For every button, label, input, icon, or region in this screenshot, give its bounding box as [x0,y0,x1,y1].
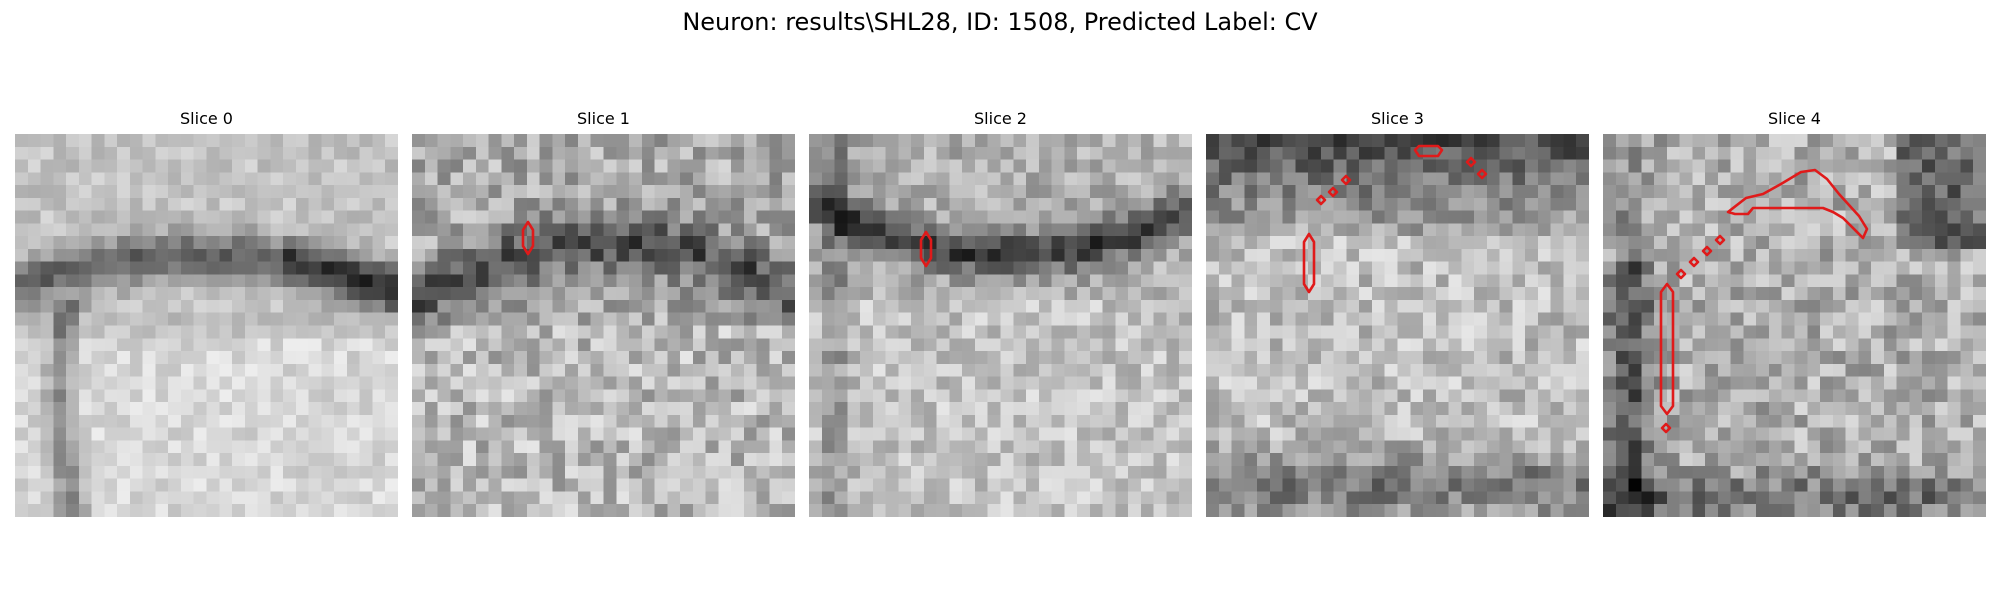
slice-title-0: Slice 0 [180,109,233,128]
segmentation-contour [1340,174,1352,186]
segmentation-contour [1726,168,1869,240]
slice-image-0 [15,134,398,517]
segmentation-contour [1688,256,1700,268]
segmentation-contour [1302,232,1316,294]
slice-overlay-2 [919,230,933,268]
segmentation-contour [1315,194,1327,206]
slice-overlay-3 [1302,144,1488,294]
slice-title-3: Slice 3 [1371,109,1424,128]
segmentation-contour [1327,186,1339,198]
segmentation-contour [1714,234,1726,246]
slice-overlay-1 [521,220,535,256]
slice-image-2 [809,134,1192,517]
segmentation-contour [1413,144,1444,158]
segmentation-contour [1701,245,1713,257]
slice-overlay-0 [15,134,398,517]
slice-overlay-4 [1659,168,1869,434]
slice-image-1 [412,134,795,517]
slice-title-1: Slice 1 [577,109,630,128]
segmentation-contour [1465,156,1477,168]
segmentation-contour [1476,168,1488,180]
slice-image-3 [1206,134,1589,517]
segmentation-contour [1659,282,1675,416]
slice-image-4 [1603,134,1986,517]
slice-title-2: Slice 2 [974,109,1027,128]
figure-title: Neuron: results\SHL28, ID: 1508, Predict… [682,8,1318,36]
segmentation-contour [1675,268,1687,280]
segmentation-contour [919,230,933,268]
slice-title-4: Slice 4 [1768,109,1821,128]
segmentation-contour [1660,422,1672,434]
segmentation-contour [521,220,535,256]
